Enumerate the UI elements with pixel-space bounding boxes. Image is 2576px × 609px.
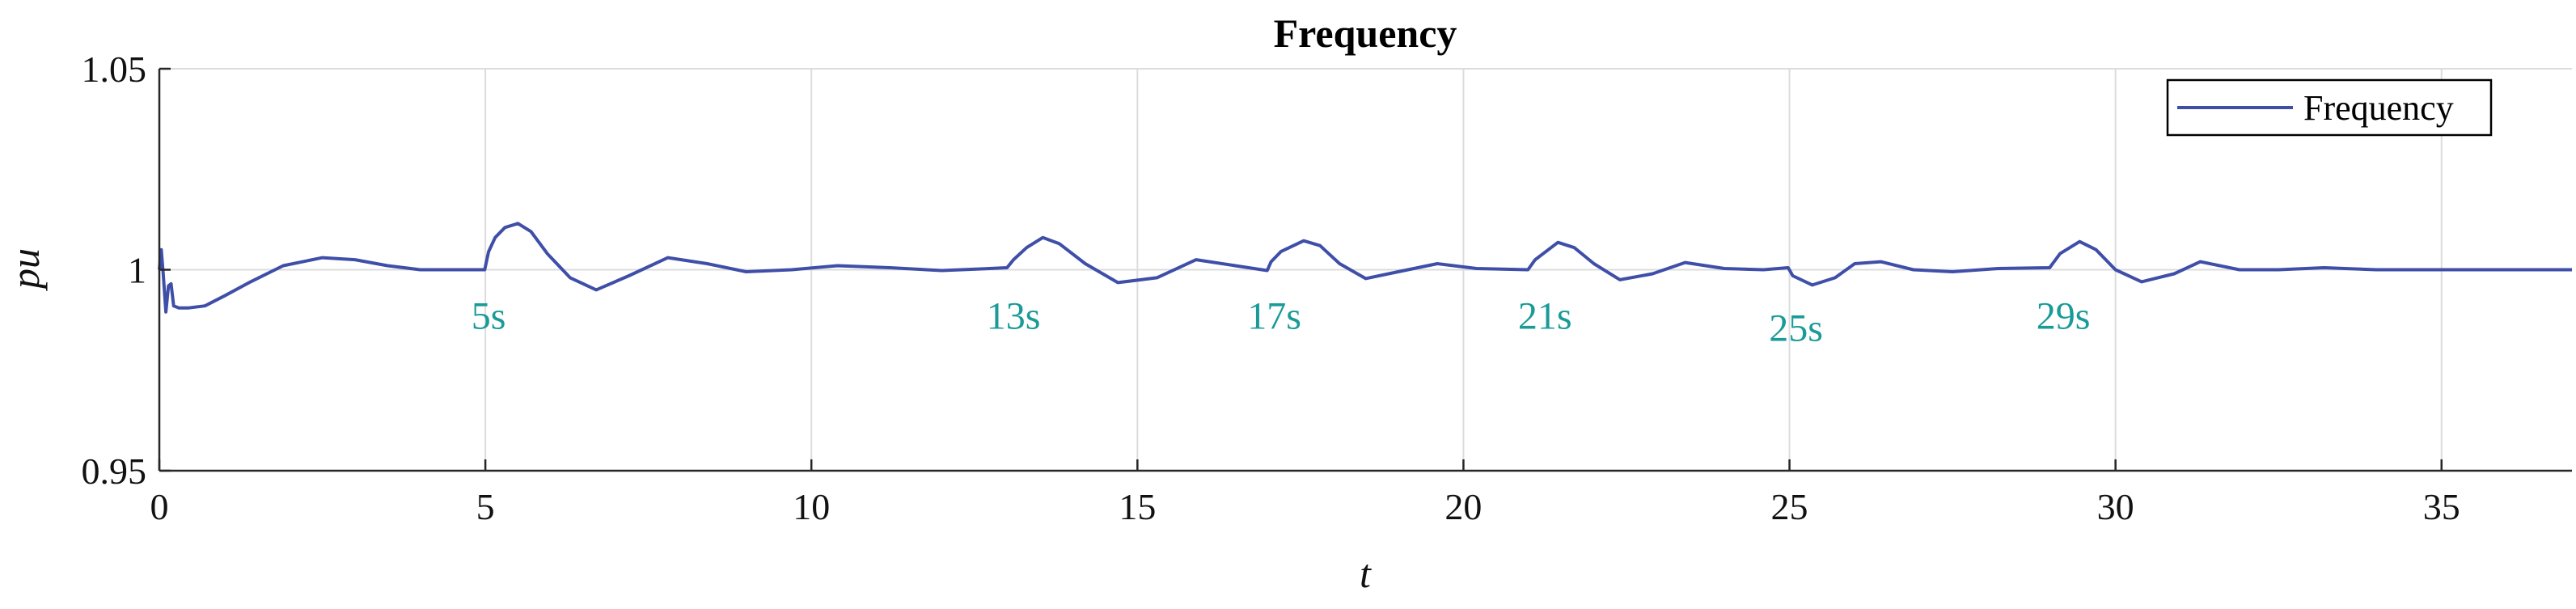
- series-line-0: [158, 222, 2572, 314]
- plot-area: [158, 222, 2572, 314]
- chart-title: Frequency: [1274, 11, 1457, 56]
- x-tick-label: 30: [2097, 486, 2134, 527]
- legend-label-frequency: Frequency: [2303, 88, 2454, 128]
- event-annotation: 5s: [472, 295, 506, 338]
- x-tick-label: 20: [1445, 486, 1482, 527]
- x-axis-label: t: [1360, 551, 1372, 596]
- event-annotation: 25s: [1769, 307, 1823, 350]
- y-axis-label: pu: [2, 248, 48, 291]
- x-tick-label: 10: [793, 486, 830, 527]
- event-annotation: 13s: [987, 295, 1041, 338]
- event-annotation: 17s: [1247, 295, 1301, 338]
- x-tick-label: 15: [1119, 486, 1156, 527]
- x-tick-label: 35: [2423, 486, 2460, 527]
- y-tick-label: 1: [128, 250, 146, 291]
- x-tick-label: 5: [476, 486, 495, 527]
- event-annotation: 29s: [2037, 295, 2091, 338]
- legend[interactable]: Frequency: [2166, 78, 2493, 137]
- x-tick-label: 25: [1771, 486, 1808, 527]
- annotations: 5s 13s 17s 21s 25s 29s: [472, 295, 2091, 350]
- x-tick-label: 0: [150, 486, 169, 527]
- event-annotation: 21s: [1518, 295, 1572, 338]
- y-tick-label: 1.05: [82, 49, 147, 90]
- y-tick-label: 0.95: [82, 450, 147, 492]
- y-ticks: 0.95 1 1.05: [82, 49, 171, 492]
- x-ticks: 0 5 10 15 20 25 30 35: [150, 459, 2460, 527]
